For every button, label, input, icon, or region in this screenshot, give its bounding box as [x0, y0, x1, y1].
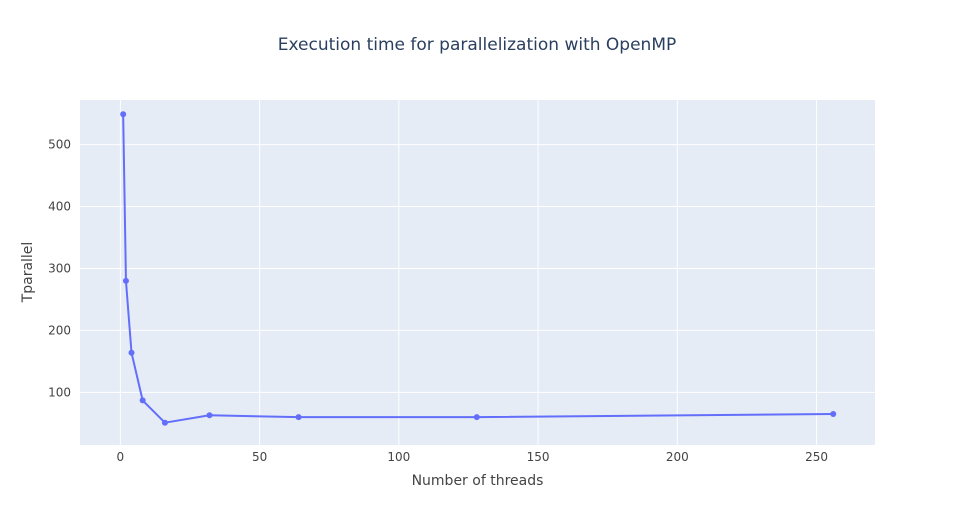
- x-tick-label: 150: [527, 450, 550, 464]
- data-point: [120, 111, 127, 118]
- y-axis-title: Tparallel: [20, 242, 36, 304]
- x-tick-labels: 0 50 100 150 200 250: [117, 450, 828, 464]
- x-tick-label: 50: [252, 450, 267, 464]
- y-tick-label: 100: [48, 385, 71, 399]
- x-tick-label: 100: [387, 450, 410, 464]
- y-gridlines: [80, 144, 875, 393]
- y-tick-label: 500: [48, 138, 71, 152]
- y-tick-label: 400: [48, 200, 71, 214]
- x-axis-title: Number of threads: [412, 473, 544, 489]
- data-point: [473, 414, 480, 421]
- data-point: [139, 397, 146, 404]
- series-layer: [120, 111, 837, 426]
- data-point: [128, 349, 135, 356]
- y-tick-label: 200: [48, 323, 71, 337]
- plot-area: [80, 100, 875, 445]
- x-tick-label: 0: [117, 450, 125, 464]
- data-point: [206, 412, 213, 419]
- data-point: [295, 414, 302, 421]
- data-point: [830, 411, 837, 418]
- data-point: [122, 277, 129, 284]
- y-tick-labels: 100 200 300 400 500: [48, 138, 71, 400]
- x-tick-label: 250: [805, 450, 828, 464]
- data-point: [161, 419, 168, 426]
- y-tick-label: 300: [48, 261, 71, 275]
- chart-title: Execution time for parallelization with …: [278, 35, 677, 55]
- x-gridlines: [119, 100, 818, 445]
- x-tick-label: 200: [666, 450, 689, 464]
